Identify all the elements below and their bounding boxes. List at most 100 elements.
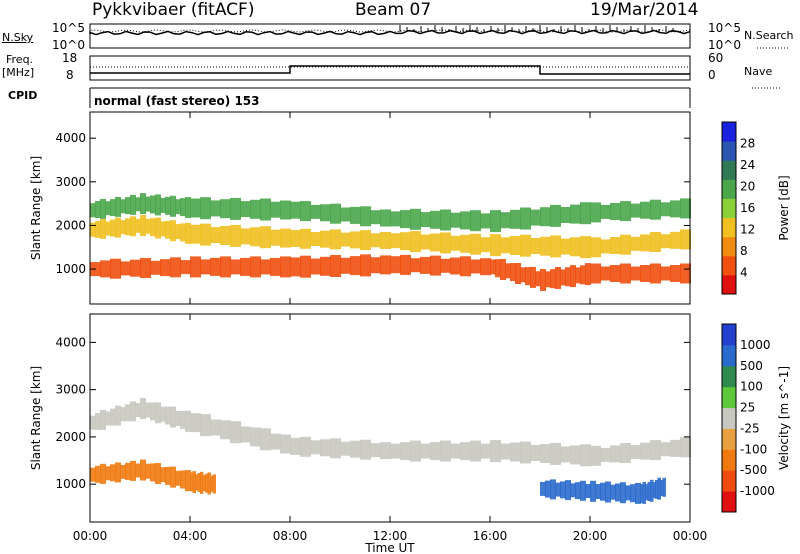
scatter-cell-upper [280, 200, 291, 220]
scatter-cell-low [500, 259, 506, 280]
scatter-cell-upper [160, 197, 166, 213]
scatter-cell-upper [350, 206, 361, 224]
nave-tick-top: 60 [708, 51, 724, 65]
date-title: 19/Mar/2014 [590, 0, 699, 20]
scatter-cell-upper [290, 201, 301, 219]
scatter-cell-negative-low [190, 472, 194, 492]
scatter-cell-mid [580, 236, 591, 259]
power-colorbar-segment [722, 236, 736, 257]
scatter-cell-mid [90, 222, 96, 237]
velocity-colorbar-segment [722, 324, 736, 346]
scatter-cell-positive [555, 482, 561, 497]
velocity-colorbar-tick: -1000 [740, 484, 775, 498]
scatter-cell-upper [610, 203, 621, 220]
scatter-cell-low [565, 267, 571, 287]
power-colorbar-tick: 8 [740, 244, 748, 258]
scatter-cell-ground-scatter [270, 433, 281, 450]
scatter-cell-low [400, 254, 411, 275]
scatter-cell-upper [270, 201, 281, 218]
scatter-cell-upper [560, 207, 571, 223]
scatter-cell-mid [640, 234, 651, 252]
scatter-cell-low [495, 259, 501, 278]
scatter-cell-low [470, 259, 481, 274]
scatter-cell-ground-scatter [580, 444, 591, 467]
velocity-colorbar-segment [722, 428, 736, 450]
scatter-cell-mid [560, 238, 571, 255]
nave-label: Nave [744, 65, 773, 78]
scatter-cell-negative-low [115, 462, 121, 483]
scatter-cell-negative-low [135, 463, 141, 478]
scatter-cell-mid [600, 239, 611, 254]
scatter-cell-mid [530, 238, 541, 254]
scatter-cell-ground-scatter [420, 443, 431, 459]
scatter-cell-negative-low [95, 465, 101, 483]
nsky-tick-bottom: 10^0 [52, 38, 85, 52]
scatter-cell-ground-scatter [660, 442, 671, 457]
scatter-cell-negative-low [125, 462, 131, 480]
velocity-colorbar-segment [722, 365, 736, 388]
scatter-cell-ground-scatter [150, 402, 156, 421]
scatter-cell-upper [155, 194, 161, 216]
scatter-cell-ground-scatter [90, 415, 96, 430]
scatter-cell-upper [190, 198, 201, 218]
scatter-cell-mid [270, 229, 281, 246]
scatter-cell-ground-scatter [610, 445, 621, 463]
scatter-cell-positive [600, 482, 606, 501]
scatter-cell-positive [570, 483, 576, 498]
scatter-cell-upper [145, 196, 151, 212]
scatter-cell-low [360, 254, 371, 277]
scatter-cell-negative-low [175, 470, 181, 486]
scatter-cell-mid [590, 237, 601, 258]
scatter-cell-upper [600, 204, 611, 219]
station-title: Pykkvibaer (fitACF) [92, 0, 255, 20]
scatter-cell-low [250, 256, 261, 278]
scatter-cell-low [200, 259, 211, 275]
power-colorbar-tick: 16 [740, 201, 755, 215]
scatter-cell-ground-scatter [280, 434, 291, 454]
scatter-cell-negative-low [205, 473, 209, 493]
scatter-cell-low [330, 255, 341, 277]
power-colorbar-tick: 28 [740, 137, 755, 151]
scatter-cell-ground-scatter [480, 443, 491, 459]
scatter-cell-mid [170, 220, 176, 242]
scatter-cell-ground-scatter [165, 406, 171, 425]
scatter-cell-mid [460, 234, 471, 253]
scatter-cell-mid [165, 220, 171, 239]
scatter-cell-upper [490, 210, 501, 233]
power-colorbar-segment [722, 274, 736, 295]
scatter-cell-ground-scatter [170, 406, 176, 428]
scatter-cell-mid [310, 232, 321, 246]
scatter-cell-low [150, 260, 161, 275]
scatter-cell-ground-scatter [250, 427, 261, 447]
scatter-cell-negative-low [155, 463, 161, 484]
scatter-cell-ground-scatter [390, 443, 401, 459]
scatter-cell-negative-low [140, 459, 146, 481]
scatter-cell-ground-scatter [160, 406, 166, 422]
scatter-cell-negative-low [100, 463, 106, 484]
scatter-cell-mid [330, 229, 341, 250]
scatter-cell-low [480, 258, 491, 276]
scatter-cell-mid [650, 232, 661, 252]
freq-tick-top: 18 [62, 51, 78, 65]
scatter-cell-low [320, 256, 331, 276]
velocity-colorbar-tick: 1000 [740, 338, 771, 352]
scatter-cell-low [660, 266, 671, 281]
scatter-cell-ground-scatter [640, 442, 651, 460]
scatter-cell-mid [480, 237, 491, 253]
scatter-cell-mid [490, 234, 501, 257]
y-tick-label: 1000 [55, 477, 86, 491]
scatter-cell-mid [550, 235, 561, 258]
scatter-cell-low [380, 255, 391, 275]
scatter-cell-ground-scatter [300, 436, 311, 457]
scatter-cell-mid [400, 232, 411, 251]
scatter-cell-upper [170, 195, 176, 217]
scatter-cell-mid [260, 226, 271, 249]
scatter-cell-positive [590, 480, 596, 502]
scatter-cell-mid [500, 237, 511, 254]
velocity-colorbar-segment [722, 470, 736, 492]
y-axis-label: Slant Range [km] [29, 156, 43, 260]
scatter-cell-upper [210, 200, 221, 217]
scatter-cell-ground-scatter [590, 445, 601, 466]
scatter-cell-ground-scatter [120, 407, 126, 422]
scatter-cell-mid [230, 224, 241, 247]
